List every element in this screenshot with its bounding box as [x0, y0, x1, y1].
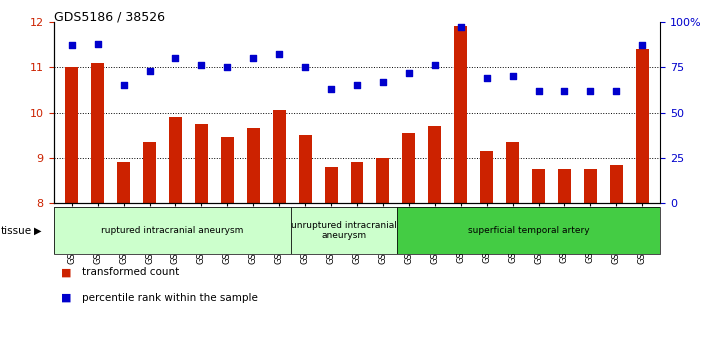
Bar [91, 63, 104, 203]
Bar [558, 169, 571, 203]
Point [248, 55, 259, 61]
Point [610, 88, 622, 94]
Point [196, 62, 207, 68]
Point [455, 24, 466, 30]
Point [326, 86, 337, 92]
Point [66, 42, 77, 48]
FancyBboxPatch shape [54, 207, 291, 254]
Text: percentile rank within the sample: percentile rank within the sample [82, 293, 258, 303]
Text: ■: ■ [61, 293, 71, 303]
Text: transformed count: transformed count [82, 267, 179, 277]
Text: unruptured intracranial
aneurysm: unruptured intracranial aneurysm [291, 221, 397, 240]
Point [170, 55, 181, 61]
Point [92, 41, 104, 46]
Text: tissue: tissue [1, 225, 32, 236]
Bar [506, 142, 519, 203]
Bar [403, 133, 416, 203]
Bar [532, 169, 545, 203]
Point [144, 68, 155, 74]
Bar [635, 49, 649, 203]
Bar [169, 117, 182, 203]
Point [481, 75, 493, 81]
Bar [351, 163, 363, 203]
Point [118, 82, 129, 88]
Bar [221, 138, 233, 203]
Bar [584, 169, 597, 203]
FancyBboxPatch shape [396, 207, 660, 254]
Point [299, 64, 311, 70]
Bar [298, 135, 311, 203]
Bar [376, 158, 389, 203]
Bar [247, 129, 260, 203]
Text: ▶: ▶ [34, 225, 42, 236]
Text: ruptured intracranial aneurysm: ruptured intracranial aneurysm [101, 226, 243, 235]
Text: ■: ■ [61, 267, 71, 277]
Bar [117, 163, 130, 203]
Point [403, 70, 415, 76]
Text: GDS5186 / 38526: GDS5186 / 38526 [54, 11, 164, 24]
Point [559, 88, 570, 94]
Bar [610, 165, 623, 203]
Bar [428, 126, 441, 203]
Bar [454, 26, 467, 203]
Point [507, 73, 518, 79]
Point [429, 62, 441, 68]
Text: superficial temporal artery: superficial temporal artery [468, 226, 589, 235]
Point [533, 88, 544, 94]
Bar [273, 110, 286, 203]
Point [351, 82, 363, 88]
Bar [195, 124, 208, 203]
Bar [325, 167, 338, 203]
Point [637, 42, 648, 48]
Point [585, 88, 596, 94]
Bar [143, 142, 156, 203]
Bar [481, 151, 493, 203]
Point [377, 79, 388, 85]
FancyBboxPatch shape [291, 207, 396, 254]
Point [273, 52, 285, 57]
Point [221, 64, 233, 70]
Bar [65, 67, 79, 203]
